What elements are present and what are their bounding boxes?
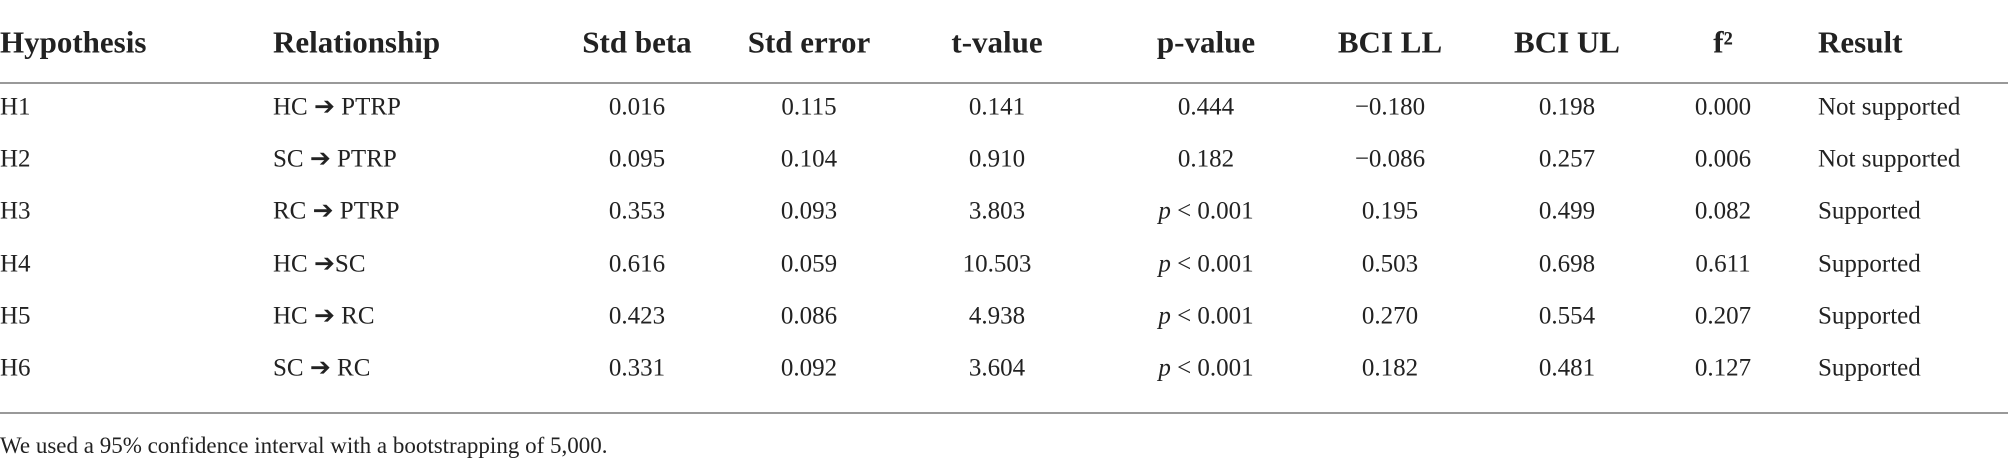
table-cell: 0.016 [608, 93, 666, 121]
table-cell: SC ➔ PTRP [273, 145, 397, 173]
column-header: t-value [951, 24, 1043, 60]
table-cell: H3 [0, 197, 31, 225]
table-cell: 0.095 [608, 145, 666, 173]
column-header: Relationship [273, 24, 441, 60]
column-header: BCI UL [1514, 24, 1620, 60]
table-cell: H6 [0, 354, 31, 382]
table-cell: 0.092 [780, 354, 838, 382]
table-cell: 0.115 [781, 93, 837, 121]
table-cell: Not supported [1818, 145, 1961, 173]
table-cell: 0.141 [968, 93, 1026, 121]
table-cell: H4 [0, 250, 31, 278]
table-cell: 0.195 [1361, 197, 1419, 225]
column-header: f² [1713, 24, 1733, 60]
table-cell: p < 0.001 [1158, 354, 1254, 382]
table-cell: 0.104 [780, 145, 838, 173]
table-cell: Supported [1818, 354, 1921, 382]
table-cell: 0.910 [968, 145, 1026, 173]
table-cell: 0.616 [608, 250, 666, 278]
table-cell: p < 0.001 [1158, 197, 1254, 225]
column-header: p-value [1156, 24, 1256, 60]
footnote: We used a 95% confidence interval with a… [0, 433, 608, 458]
table-cell: 0.082 [1694, 197, 1752, 225]
table-cell: SC ➔ RC [273, 354, 371, 382]
table-cell: 0.611 [1695, 250, 1751, 278]
table-cell: 0.481 [1538, 354, 1596, 382]
header-rule [0, 82, 2008, 84]
table-cell: 0.207 [1694, 302, 1752, 330]
table-cell: 0.093 [780, 197, 838, 225]
table-cell: −0.086 [1354, 145, 1426, 173]
table-cell: HC ➔SC [273, 250, 366, 278]
table-cell: 0.423 [608, 302, 666, 330]
table-cell: RC ➔ PTRP [273, 197, 400, 225]
table-cell: HC ➔ RC [273, 302, 375, 330]
table-cell: H2 [0, 145, 31, 173]
table-cell: Supported [1818, 302, 1921, 330]
table-cell: 0.198 [1538, 93, 1596, 121]
table-cell: Supported [1818, 250, 1921, 278]
table-cell: 0.554 [1538, 302, 1596, 330]
table-cell: −0.180 [1354, 93, 1426, 121]
table-cell: 0.000 [1694, 93, 1752, 121]
table-cell: 0.353 [608, 197, 666, 225]
table-cell: 10.503 [962, 250, 1032, 278]
column-header: Std error [747, 24, 871, 60]
table-cell: 0.698 [1538, 250, 1596, 278]
table-cell: Supported [1818, 197, 1921, 225]
table-cell: 0.127 [1694, 354, 1752, 382]
bottom-rule [0, 412, 2008, 414]
table-cell: 0.331 [608, 354, 666, 382]
table-cell: 0.182 [1177, 145, 1235, 173]
table-cell: 3.803 [968, 197, 1026, 225]
table-cell: 0.006 [1694, 145, 1752, 173]
table-cell: 0.086 [780, 302, 838, 330]
table-cell: 4.938 [968, 302, 1026, 330]
table-cell: 0.257 [1538, 145, 1596, 173]
table-cell: 0.182 [1361, 354, 1419, 382]
column-header: Result [1818, 24, 1903, 60]
table-cell: 0.499 [1538, 197, 1596, 225]
column-header: Hypothesis [0, 24, 147, 60]
table-cell: H5 [0, 302, 31, 330]
table-cell: HC ➔ PTRP [273, 93, 401, 121]
table-cell: p < 0.001 [1158, 302, 1254, 330]
table-cell: 3.604 [968, 354, 1026, 382]
table-cell: Not supported [1818, 93, 1961, 121]
table-cell: 0.059 [780, 250, 838, 278]
table-cell: 0.503 [1361, 250, 1419, 278]
table-cell: 0.444 [1177, 93, 1235, 121]
table-cell: p < 0.001 [1158, 250, 1254, 278]
column-header: BCI LL [1337, 24, 1443, 60]
table-cell: H1 [0, 93, 31, 121]
table-cell: 0.270 [1361, 302, 1419, 330]
column-header: Std beta [582, 24, 692, 60]
